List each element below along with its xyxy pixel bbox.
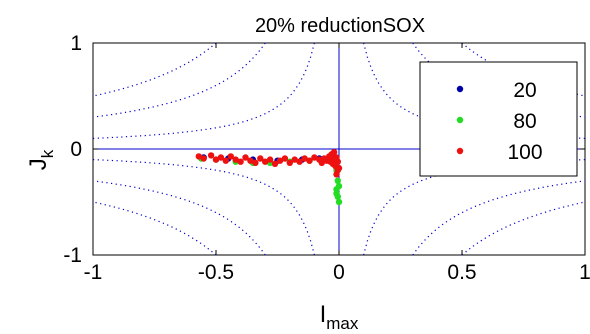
data-point bbox=[242, 154, 249, 161]
legend-marker bbox=[456, 85, 464, 93]
x-tick-label: 0.5 bbox=[447, 261, 476, 284]
data-point bbox=[227, 153, 234, 160]
x-axis-label: Imax bbox=[320, 301, 359, 333]
legend: 20 80 100 bbox=[419, 61, 578, 177]
data-point bbox=[333, 171, 340, 178]
data-point bbox=[281, 155, 289, 162]
data-point bbox=[195, 153, 202, 160]
y-tick-label: 1 bbox=[70, 32, 82, 55]
y-tick-label: -1 bbox=[63, 244, 82, 267]
data-point bbox=[262, 158, 269, 165]
x-axis-label-subscript: max bbox=[326, 314, 359, 333]
data-point bbox=[306, 157, 313, 164]
data-point bbox=[276, 157, 284, 164]
contour-line bbox=[92, 159, 315, 256]
x-tick-label: 1 bbox=[579, 261, 590, 284]
chart-title: 20% reductionSOX bbox=[255, 15, 425, 37]
contour-line bbox=[92, 42, 217, 97]
data-point bbox=[232, 156, 239, 163]
data-point bbox=[301, 155, 308, 162]
series-100 bbox=[195, 149, 343, 178]
data-point bbox=[217, 154, 225, 161]
contour-line bbox=[92, 201, 217, 256]
data-point bbox=[222, 157, 229, 164]
contour-line bbox=[92, 42, 315, 139]
data-point bbox=[207, 152, 215, 159]
data-point bbox=[286, 159, 293, 166]
x-axis-ticks: -1 -0.5 0 0.5 1 bbox=[84, 43, 590, 284]
data-point bbox=[330, 156, 338, 163]
data-point bbox=[330, 149, 338, 156]
data-point bbox=[271, 160, 279, 167]
legend-label: 20 bbox=[513, 79, 536, 102]
legend-marker bbox=[456, 116, 464, 124]
data-point bbox=[335, 164, 343, 172]
legend-label: 80 bbox=[513, 110, 536, 133]
series-layer bbox=[195, 149, 343, 206]
y-tick-label: 0 bbox=[70, 138, 82, 161]
data-point bbox=[296, 158, 303, 165]
data-point bbox=[335, 182, 343, 190]
y-axis-label-subscript: k bbox=[38, 149, 57, 158]
x-tick-label: 0 bbox=[333, 261, 345, 284]
data-point bbox=[291, 156, 298, 163]
data-point bbox=[237, 158, 244, 165]
data-point bbox=[266, 156, 274, 163]
data-point bbox=[212, 156, 220, 163]
data-point bbox=[257, 155, 264, 162]
contour-line bbox=[461, 201, 586, 256]
contour-line bbox=[363, 159, 586, 256]
y-axis-ticks: -1 0 1 bbox=[63, 32, 585, 267]
legend-entries: 20 80 100 bbox=[456, 79, 543, 164]
y-axis-label: Jk bbox=[25, 149, 57, 170]
legend-marker bbox=[456, 147, 464, 155]
y-axis-label-base: J bbox=[25, 158, 52, 170]
x-tick-label: -1 bbox=[84, 261, 103, 284]
data-point bbox=[311, 154, 318, 161]
legend-box bbox=[419, 61, 578, 177]
x-tick-label: -0.5 bbox=[198, 261, 234, 284]
data-point bbox=[333, 190, 340, 197]
contour-line bbox=[363, 42, 586, 139]
data-point bbox=[200, 155, 207, 162]
data-point bbox=[247, 157, 254, 164]
data-point bbox=[252, 159, 259, 166]
legend-label: 100 bbox=[507, 141, 542, 164]
x-axis-label-base: I bbox=[320, 301, 327, 328]
data-point bbox=[334, 177, 341, 184]
data-point bbox=[335, 198, 343, 206]
